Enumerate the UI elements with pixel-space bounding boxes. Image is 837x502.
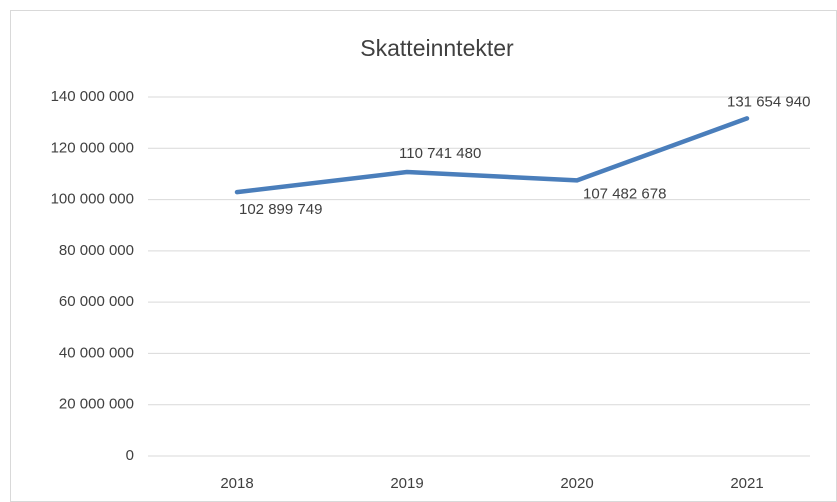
x-tick-label: 2019 — [390, 475, 423, 492]
y-tick-label: 80 000 000 — [59, 242, 134, 259]
data-label: 102 899 749 — [239, 201, 322, 218]
data-label: 110 741 480 — [399, 145, 481, 162]
y-tick-label: 140 000 000 — [51, 88, 134, 105]
y-tick-label: 120 000 000 — [51, 139, 134, 156]
line — [234, 116, 750, 195]
x-tick-label: 2021 — [730, 475, 763, 492]
x-tick-label: 2018 — [220, 475, 253, 492]
data-label: 107 482 678 — [583, 185, 666, 202]
y-tick-label: 40 000 000 — [59, 344, 134, 361]
chart-title: Skatteinntekter — [360, 35, 514, 61]
y-tick-label: 60 000 000 — [59, 293, 134, 310]
chart-border — [10, 10, 837, 502]
x-tick-label: 2020 — [560, 475, 593, 492]
y-tick-label: 100 000 000 — [51, 191, 134, 208]
y-tick-label: 0 — [126, 447, 134, 464]
y-tick-label: 20 000 000 — [59, 396, 134, 413]
data-label: 131 654 940 — [727, 93, 810, 110]
